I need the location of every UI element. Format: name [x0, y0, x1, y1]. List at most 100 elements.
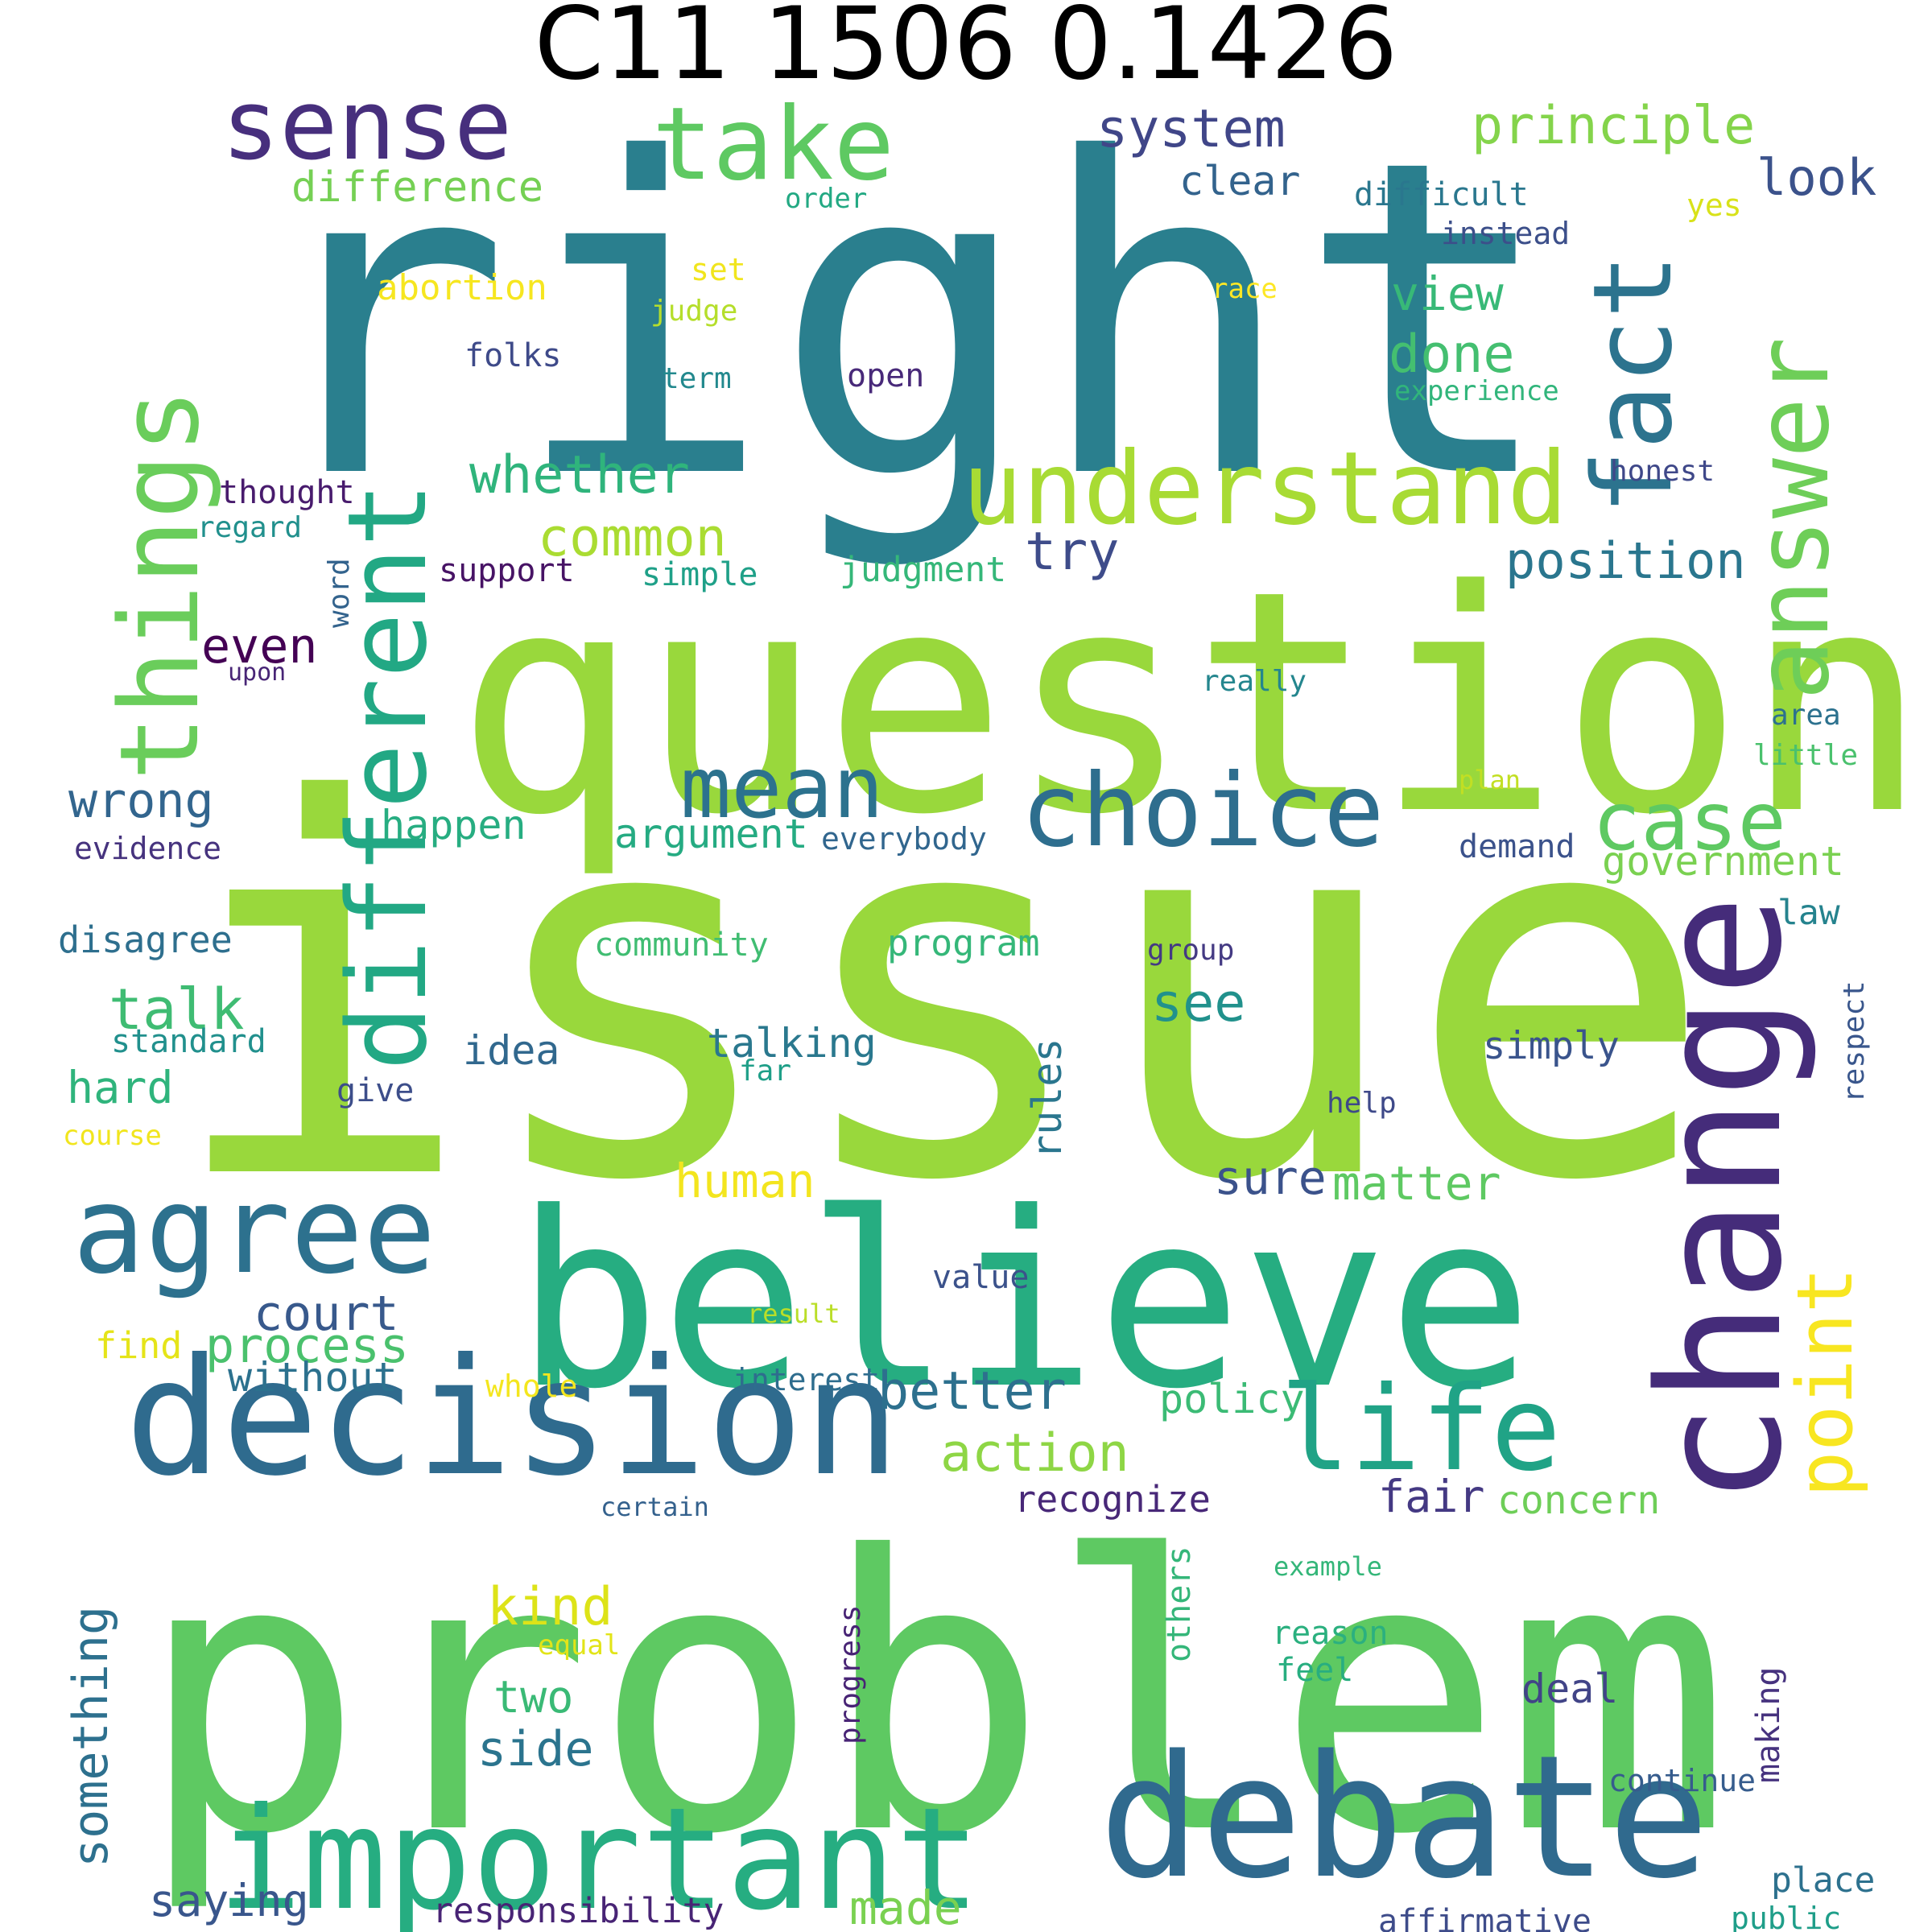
- word-thought: thought: [219, 474, 355, 511]
- word-regard: regard: [197, 511, 302, 544]
- word-matter: matter: [1332, 1156, 1501, 1211]
- word-experience: experience: [1394, 375, 1559, 407]
- word-affirmative: affirmative: [1378, 1903, 1591, 1932]
- word-policy: policy: [1159, 1376, 1305, 1422]
- word-interest: interest: [733, 1362, 880, 1397]
- word-talk: talk: [109, 976, 245, 1042]
- word-support: support: [439, 552, 575, 589]
- word-process: process: [205, 1318, 409, 1374]
- word-responsibility: responsibility: [432, 1891, 724, 1931]
- word-others: others: [1161, 1546, 1198, 1663]
- word-even: even: [201, 618, 318, 675]
- word-certain: certain: [601, 1492, 709, 1522]
- word-agree: agree: [72, 1161, 436, 1301]
- word-understand: understand: [962, 431, 1568, 547]
- word-try: try: [1025, 522, 1119, 582]
- word-judge: judge: [650, 295, 737, 328]
- word-look: look: [1757, 148, 1876, 207]
- word-point: point: [1781, 1267, 1870, 1497]
- word-issue: issue: [165, 693, 1716, 1293]
- word-little: little: [1753, 739, 1858, 772]
- word-principle: principle: [1472, 96, 1755, 156]
- word-place: place: [1771, 1860, 1875, 1901]
- word-word: word: [323, 558, 356, 628]
- word-important: important: [217, 1778, 980, 1932]
- word-happen: happen: [381, 802, 526, 848]
- word-plan: plan: [1459, 765, 1521, 795]
- word-common: common: [538, 508, 727, 568]
- word-folks: folks: [464, 337, 561, 374]
- word-race: race: [1212, 273, 1278, 305]
- word-help: help: [1327, 1087, 1397, 1120]
- word-everybody: everybody: [821, 821, 987, 857]
- word-kind: kind: [487, 1577, 613, 1637]
- word-talking: talking: [707, 1020, 877, 1067]
- chart-title: C11 1506 0.1426: [534, 0, 1398, 102]
- word-rules: rules: [1024, 1038, 1071, 1159]
- word-give: give: [336, 1072, 414, 1109]
- word-life: life: [1280, 1361, 1561, 1497]
- word-court: court: [254, 1286, 399, 1342]
- word-hard: hard: [67, 1062, 173, 1113]
- word-right: right: [250, 68, 1558, 574]
- word-standard: standard: [111, 1023, 266, 1060]
- word-instead: instead: [1441, 216, 1570, 251]
- word-different: different: [324, 482, 451, 1071]
- word-believe: believe: [515, 1161, 1533, 1442]
- word-difficult: difficult: [1354, 176, 1529, 213]
- word-clear: clear: [1179, 158, 1301, 204]
- word-yes: yes: [1686, 188, 1742, 223]
- word-abortion: abortion: [377, 267, 547, 308]
- word-argument: argument: [614, 811, 808, 857]
- word-recognize: recognize: [1014, 1478, 1211, 1521]
- word-mean: mean: [680, 739, 884, 837]
- word-human: human: [675, 1154, 815, 1208]
- word-fact: fact: [1570, 254, 1696, 515]
- word-answer: answer: [1735, 336, 1852, 700]
- word-question: question: [455, 525, 1928, 881]
- word-made: made: [849, 1880, 962, 1932]
- word-sure: sure: [1214, 1150, 1327, 1205]
- word-judgment: judgment: [840, 550, 1006, 590]
- word-far: far: [739, 1055, 791, 1088]
- word-law: law: [1777, 893, 1840, 933]
- word-result: result: [747, 1298, 840, 1329]
- word-value: value: [932, 1259, 1029, 1296]
- word-without: without: [228, 1354, 398, 1401]
- word-concern: concern: [1497, 1478, 1660, 1523]
- word-course: course: [63, 1120, 162, 1152]
- word-progress: progress: [834, 1605, 867, 1744]
- word-public: public: [1731, 1901, 1841, 1932]
- word-idea: idea: [463, 1027, 559, 1074]
- word-respect: respect: [1838, 980, 1871, 1103]
- word-change: change: [1622, 894, 1819, 1505]
- word-example: example: [1274, 1551, 1382, 1582]
- word-wrong: wrong: [68, 773, 214, 829]
- word-fair: fair: [1378, 1471, 1484, 1522]
- word-set: set: [691, 252, 746, 287]
- word-reason: reason: [1272, 1615, 1389, 1652]
- word-debate: debate: [1099, 1719, 1710, 1916]
- word-see: see: [1151, 973, 1245, 1034]
- word-equal: equal: [538, 1629, 620, 1662]
- word-things: things: [97, 388, 223, 781]
- word-really: really: [1202, 665, 1307, 698]
- word-something: something: [63, 1606, 119, 1868]
- word-making: making: [1750, 1667, 1787, 1784]
- word-program: program: [887, 922, 1040, 964]
- word-community: community: [594, 927, 769, 964]
- word-whole: whole: [485, 1368, 577, 1404]
- word-area: area: [1771, 699, 1841, 732]
- word-evidence: evidence: [74, 831, 221, 866]
- word-upon: upon: [228, 658, 286, 687]
- word-term: term: [662, 362, 732, 395]
- word-system: system: [1096, 99, 1286, 159]
- word-disagree: disagree: [58, 919, 233, 961]
- word-feel: feel: [1276, 1652, 1353, 1689]
- word-difference: difference: [291, 163, 543, 212]
- word-whether: whether: [469, 445, 690, 506]
- word-honest: honest: [1610, 455, 1715, 488]
- word-simple: simple: [642, 556, 758, 593]
- word-two: two: [493, 1671, 573, 1723]
